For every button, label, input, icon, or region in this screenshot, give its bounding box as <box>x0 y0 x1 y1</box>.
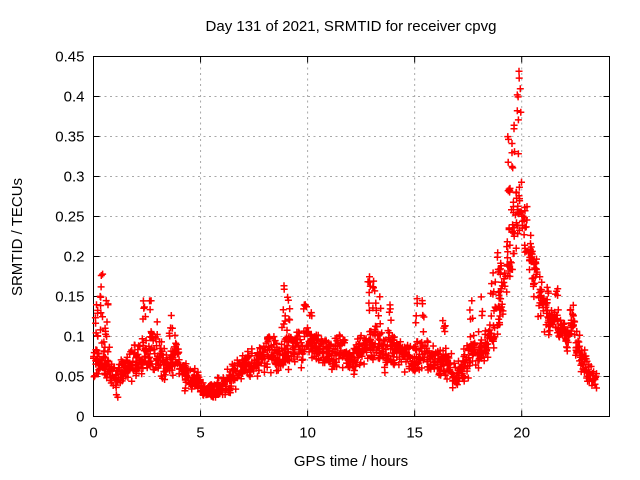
y-tick-label: 0.45 <box>55 49 84 66</box>
tick-labels: 0 5 10 15 20 0 0.05 0.1 0.15 0.2 0.25 0.3 0.35 0.4 0.4… <box>55 49 530 442</box>
chart-title: Day 131 of 2021, SRMTID for receiver cpv… <box>206 18 497 35</box>
y-tick-label: 0.3 <box>64 169 85 186</box>
plot-border <box>93 56 610 417</box>
y-tick-label: 0.25 <box>55 209 84 226</box>
y-tick-label: 0.35 <box>55 129 84 146</box>
x-tick-label: 0 <box>89 425 97 442</box>
x-tick-label: 20 <box>513 425 530 442</box>
y-axis-label: SRMTID / TECUs <box>9 178 26 296</box>
x-tick-label: 5 <box>196 425 204 442</box>
data-series-srmtid <box>90 67 600 401</box>
x-axis-label: GPS time / hours <box>294 453 408 470</box>
y-tick-label: 0.05 <box>55 369 84 386</box>
y-tick-label: 0 <box>76 409 84 426</box>
axes <box>93 56 610 417</box>
x-tick-label: 15 <box>406 425 423 442</box>
tick-marks <box>93 56 610 417</box>
y-tick-label: 0.4 <box>64 89 85 106</box>
y-tick-label: 0.1 <box>64 329 85 346</box>
y-tick-label: 0.2 <box>64 249 85 266</box>
y-tick-label: 0.15 <box>55 289 84 306</box>
scatter-plus-markers <box>90 67 600 401</box>
x-tick-label: 10 <box>299 425 316 442</box>
